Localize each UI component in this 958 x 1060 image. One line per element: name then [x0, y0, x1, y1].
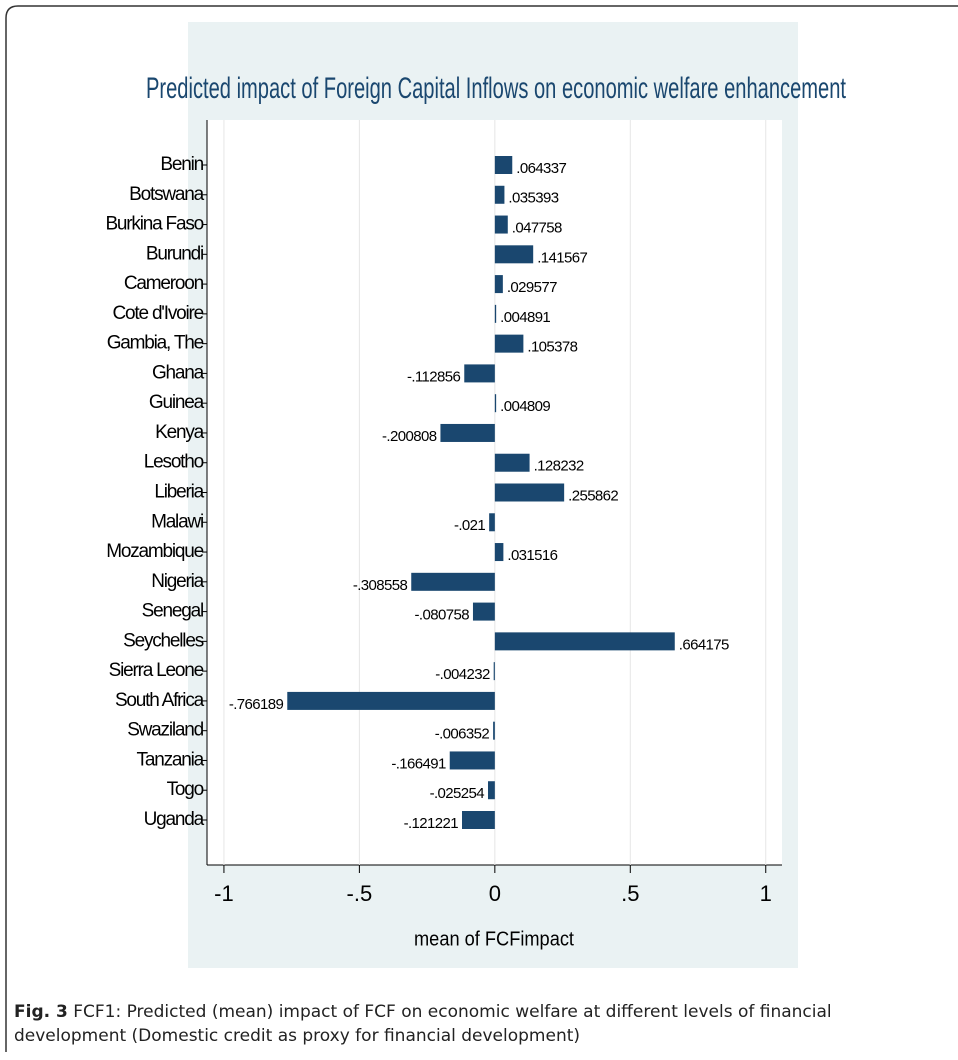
y-tick-label: Ghana — [152, 362, 205, 383]
y-tick-label: Burundi — [146, 243, 203, 264]
y-tick-label: Liberia — [154, 482, 204, 503]
bar — [494, 543, 504, 562]
x-tick-label: 1 — [760, 881, 772, 906]
bar — [494, 632, 675, 651]
x-tick-label: -1 — [214, 881, 234, 906]
bar — [494, 304, 497, 323]
y-tick-label: Uganda — [144, 809, 205, 830]
bar — [287, 691, 495, 710]
bar — [464, 364, 495, 383]
bar — [494, 394, 497, 413]
value-label: -.121221 — [404, 815, 459, 832]
y-tick-label: Togo — [167, 779, 204, 800]
figure-border — [5, 5, 958, 1052]
value-label: .664175 — [679, 636, 729, 653]
value-label: -.308558 — [353, 577, 408, 594]
bar — [494, 453, 530, 472]
bar — [494, 245, 534, 264]
bar — [411, 572, 495, 591]
y-tick-label: Burkina Faso — [105, 214, 203, 235]
caption-label: Fig. 3 — [14, 1002, 68, 1022]
value-label: .029577 — [507, 279, 557, 296]
bar — [472, 602, 495, 621]
value-label: -.766189 — [229, 696, 284, 713]
bar — [494, 156, 513, 174]
value-label: .004891 — [500, 309, 550, 326]
y-tick-label: Mozambique — [106, 541, 203, 562]
y-tick-label: Gambia, The — [107, 333, 204, 354]
y-tick-label: Swaziland — [127, 720, 203, 741]
value-label: -.112856 — [407, 368, 461, 385]
y-tick-label: Kenya — [155, 422, 205, 443]
chart-title: Predicted impact of Foreign Capital Infl… — [146, 72, 846, 105]
value-label: -.021 — [454, 517, 485, 534]
x-tick-label: .5 — [621, 881, 639, 906]
value-label: .047758 — [512, 220, 562, 237]
y-tick-label: Seychelles — [123, 630, 204, 651]
bar — [494, 185, 505, 204]
value-label: .128232 — [534, 458, 584, 475]
bar — [494, 275, 503, 294]
value-label: -.004232 — [435, 666, 490, 683]
value-label: -.080758 — [415, 607, 470, 624]
x-tick-label: -.5 — [347, 881, 373, 906]
bar — [494, 215, 508, 234]
bar — [449, 751, 495, 770]
bar — [461, 811, 495, 829]
value-label: -.006352 — [435, 726, 490, 743]
x-tick-label: 0 — [489, 881, 501, 906]
bar — [494, 483, 565, 502]
y-tick-label: Tanzania — [137, 749, 205, 770]
y-tick-label: South Africa — [115, 690, 205, 711]
value-label: .255862 — [568, 487, 618, 504]
value-label: .064337 — [516, 160, 566, 177]
value-label: -.200808 — [382, 428, 437, 445]
value-label: .031516 — [507, 547, 557, 564]
caption: Fig. 3 FCF1: Predicted (mean) impact of … — [14, 1000, 914, 1048]
value-label: -.166491 — [391, 755, 446, 772]
bar — [487, 781, 495, 800]
y-tick-label: Malawi — [151, 511, 203, 532]
bar — [440, 423, 495, 442]
caption-text: FCF1: Predicted (mean) impact of FCF on … — [14, 1002, 832, 1046]
y-tick-label: Cote d'Ivoire — [113, 303, 204, 324]
y-tick-label: Guinea — [149, 392, 205, 413]
y-tick-label: Botswana — [129, 184, 204, 205]
y-tick-label: Sierra Leone — [109, 660, 204, 681]
value-label: .141567 — [537, 249, 587, 266]
y-tick-label: Benin — [160, 154, 203, 175]
bar — [494, 334, 524, 353]
bar — [489, 513, 495, 532]
value-label: -.025254 — [430, 785, 485, 802]
value-label: .105378 — [527, 339, 577, 356]
x-axis-label: mean of FCFimpact — [414, 928, 574, 950]
value-label: .035393 — [508, 190, 558, 207]
bar — [493, 721, 495, 740]
y-tick-label: Cameroon — [124, 273, 204, 294]
value-label: .004809 — [500, 398, 550, 415]
y-tick-label: Senegal — [142, 601, 203, 622]
y-tick-label: Lesotho — [144, 452, 204, 473]
bar — [493, 662, 495, 681]
y-tick-label: Nigeria — [151, 571, 204, 592]
